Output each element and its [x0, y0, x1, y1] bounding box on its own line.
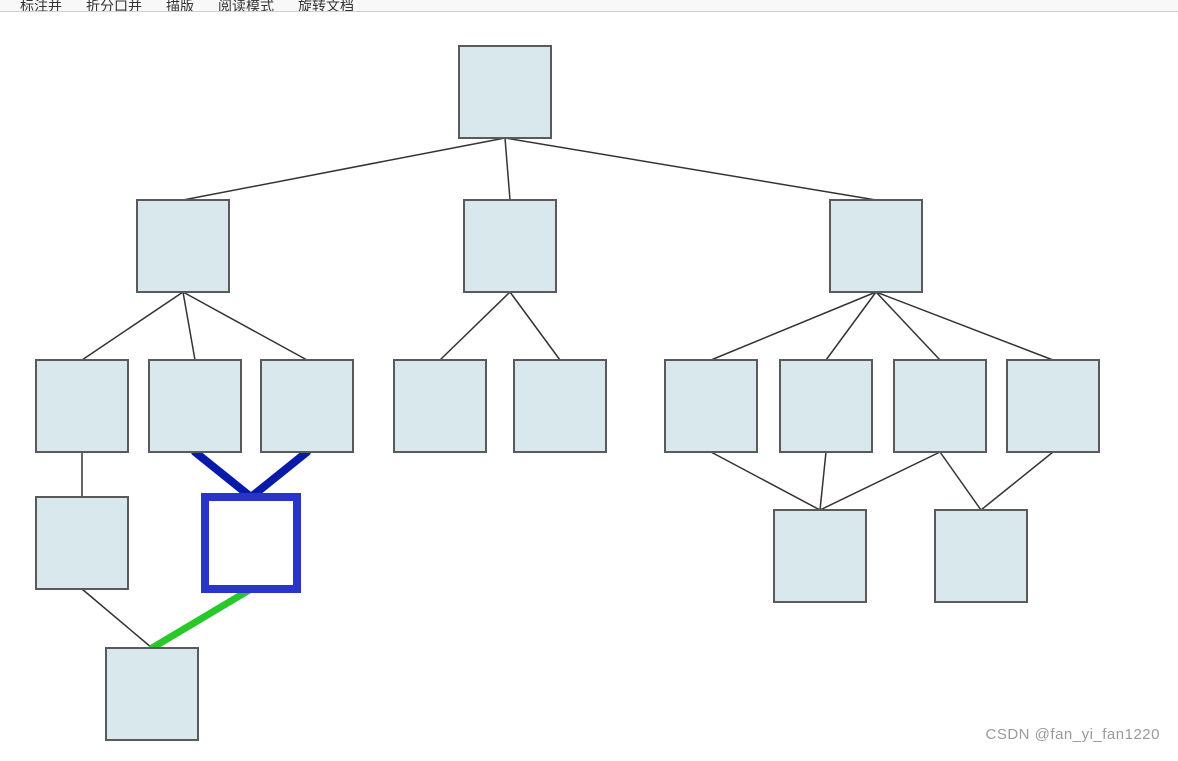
tree-edge [876, 292, 940, 360]
toolbar-item[interactable]: 阅读模式 [218, 0, 274, 12]
tree-node[interactable] [205, 497, 297, 589]
tree-edge [711, 452, 820, 510]
tree-node[interactable] [1007, 360, 1099, 452]
toolbar-item[interactable]: 描版 [166, 0, 194, 12]
tree-edge [183, 292, 195, 360]
tree-node[interactable] [149, 360, 241, 452]
toolbar-item[interactable]: 折分口并 [86, 0, 142, 12]
tree-edge [183, 138, 505, 200]
toolbar-item[interactable]: 旋转文档 [298, 0, 354, 12]
tree-node[interactable] [774, 510, 866, 602]
tree-diagram [0, 12, 1178, 761]
tree-edge [876, 292, 1053, 360]
tree-node[interactable] [36, 497, 128, 589]
tree-node[interactable] [830, 200, 922, 292]
tree-edge [251, 452, 307, 497]
tree-node[interactable] [137, 200, 229, 292]
tree-edge [820, 452, 940, 510]
tree-node[interactable] [106, 648, 198, 740]
tree-node[interactable] [36, 360, 128, 452]
tree-edge [981, 452, 1053, 510]
tree-node[interactable] [464, 200, 556, 292]
tree-node[interactable] [780, 360, 872, 452]
toolbar-item[interactable]: 标注并 [20, 0, 62, 12]
tree-node[interactable] [459, 46, 551, 138]
tree-edge [820, 452, 826, 510]
tree-edge [505, 138, 876, 200]
tree-node[interactable] [665, 360, 757, 452]
tree-node[interactable] [514, 360, 606, 452]
watermark-text: CSDN @fan_yi_fan1220 [986, 726, 1161, 743]
tree-edge [505, 138, 510, 200]
tree-edge [152, 589, 251, 648]
tree-edge [510, 292, 560, 360]
tree-edge [440, 292, 510, 360]
tree-node[interactable] [261, 360, 353, 452]
tree-edge [82, 589, 152, 648]
tree-node[interactable] [894, 360, 986, 452]
tree-edge [195, 452, 251, 497]
diagram-canvas [0, 12, 1178, 761]
tree-edge [183, 292, 307, 360]
tree-edge [82, 292, 183, 360]
tree-node[interactable] [935, 510, 1027, 602]
toolbar: 标注并 折分口并 描版 阅读模式 旋转文档 [0, 0, 1178, 12]
tree-node[interactable] [394, 360, 486, 452]
tree-edge [940, 452, 981, 510]
